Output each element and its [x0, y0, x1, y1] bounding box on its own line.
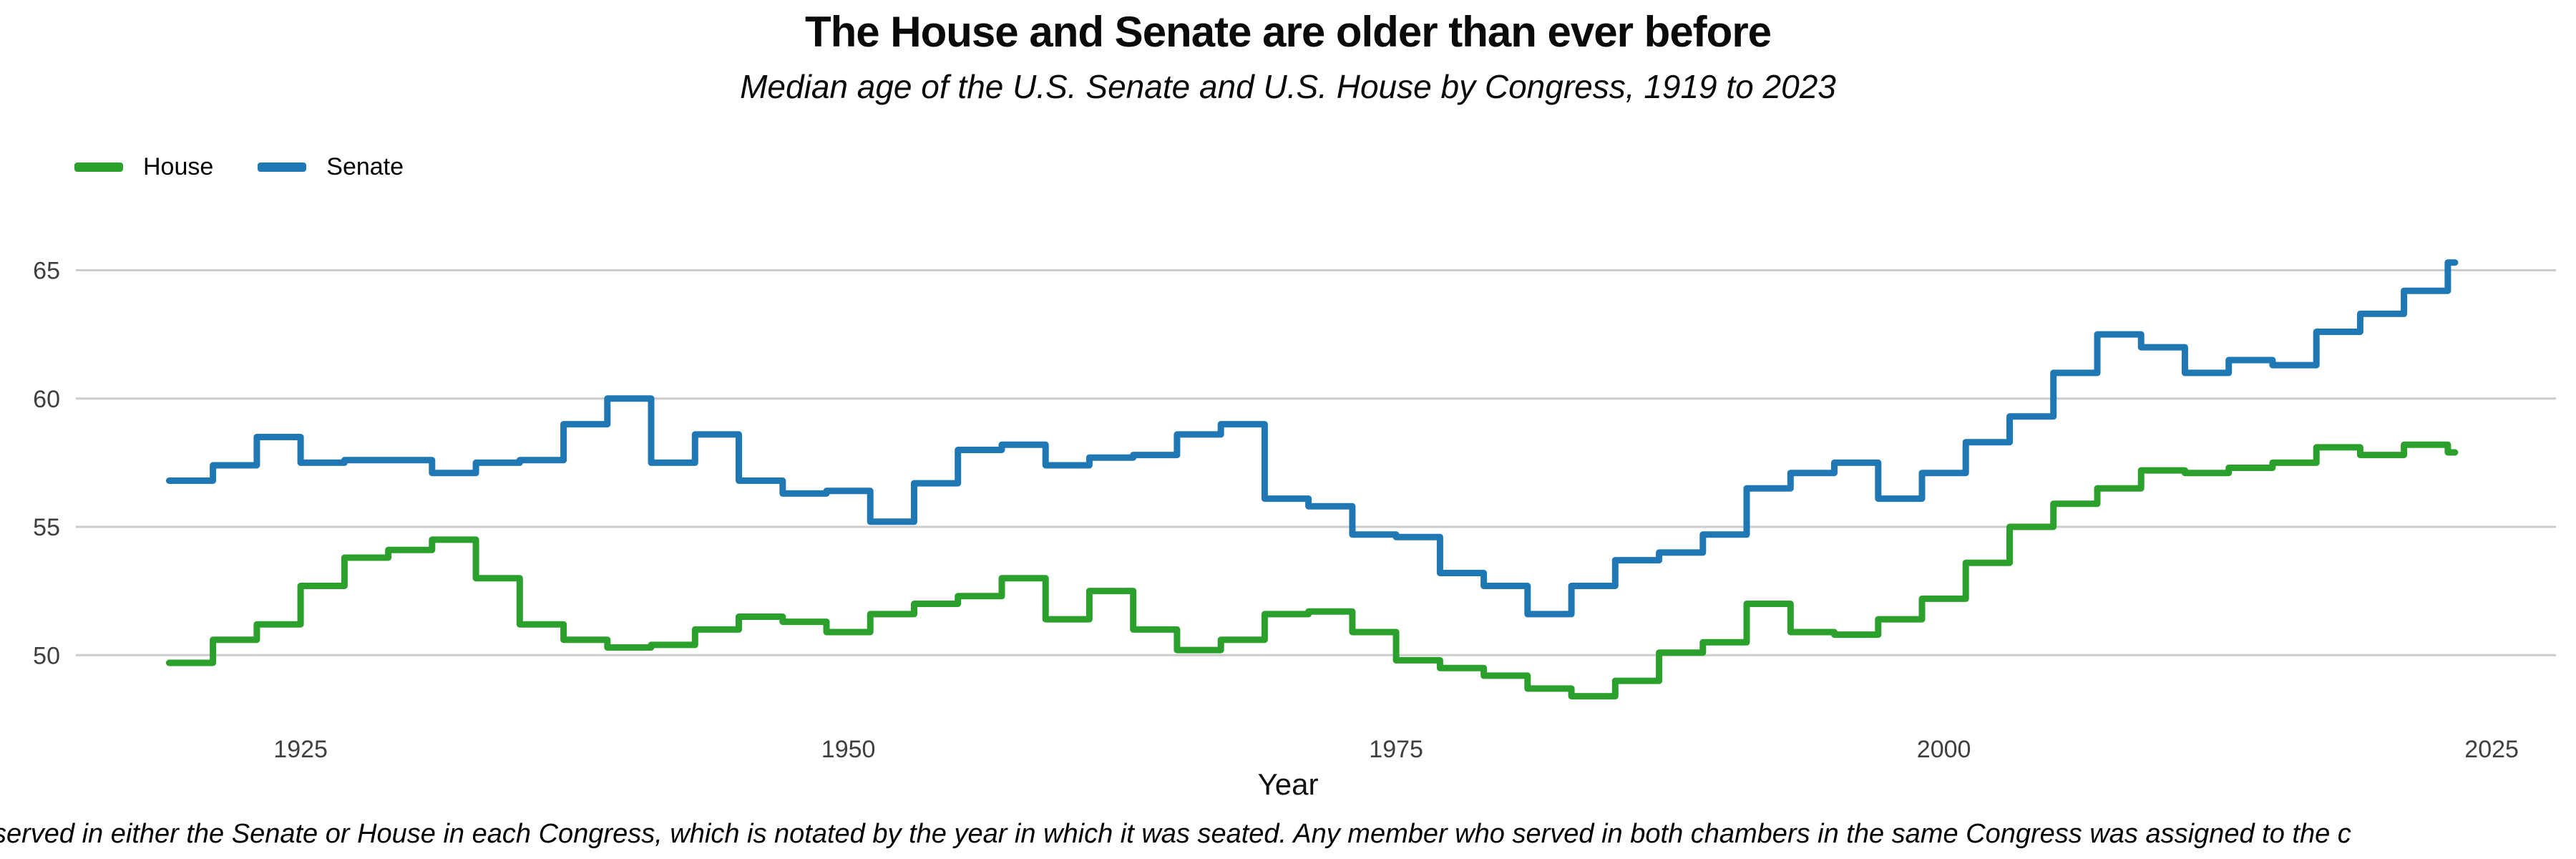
- legend-item-senate: Senate: [258, 153, 404, 181]
- house-line: [165, 441, 2459, 700]
- legend-item-house: House: [74, 153, 213, 181]
- x-tick-1950: 1950: [821, 736, 876, 763]
- house-line-swatch: [74, 162, 123, 172]
- x-tick-1925: 1925: [273, 736, 328, 763]
- x-axis-label: Year: [1257, 767, 1319, 801]
- legend: House Senate: [74, 153, 404, 181]
- y-tick-60: 60: [33, 386, 60, 413]
- x-tick-1975: 1975: [1369, 736, 1423, 763]
- senate-line: [165, 259, 2459, 618]
- y-tick-50: 50: [33, 642, 60, 669]
- footnote-caption: served in either the Senate or House in …: [0, 819, 2351, 849]
- chart-subtitle: Median age of the U.S. Senate and U.S. H…: [740, 68, 1836, 105]
- x-tick-2000: 2000: [1917, 736, 1971, 763]
- y-tick-65: 65: [33, 258, 60, 285]
- x-tick-2025: 2025: [2464, 736, 2519, 763]
- y-tick-55: 55: [33, 514, 60, 541]
- chart-title: The House and Senate are older than ever…: [804, 8, 1772, 56]
- legend-label-senate: Senate: [326, 153, 404, 180]
- senate-line-swatch: [258, 162, 307, 172]
- legend-label-house: House: [143, 153, 214, 180]
